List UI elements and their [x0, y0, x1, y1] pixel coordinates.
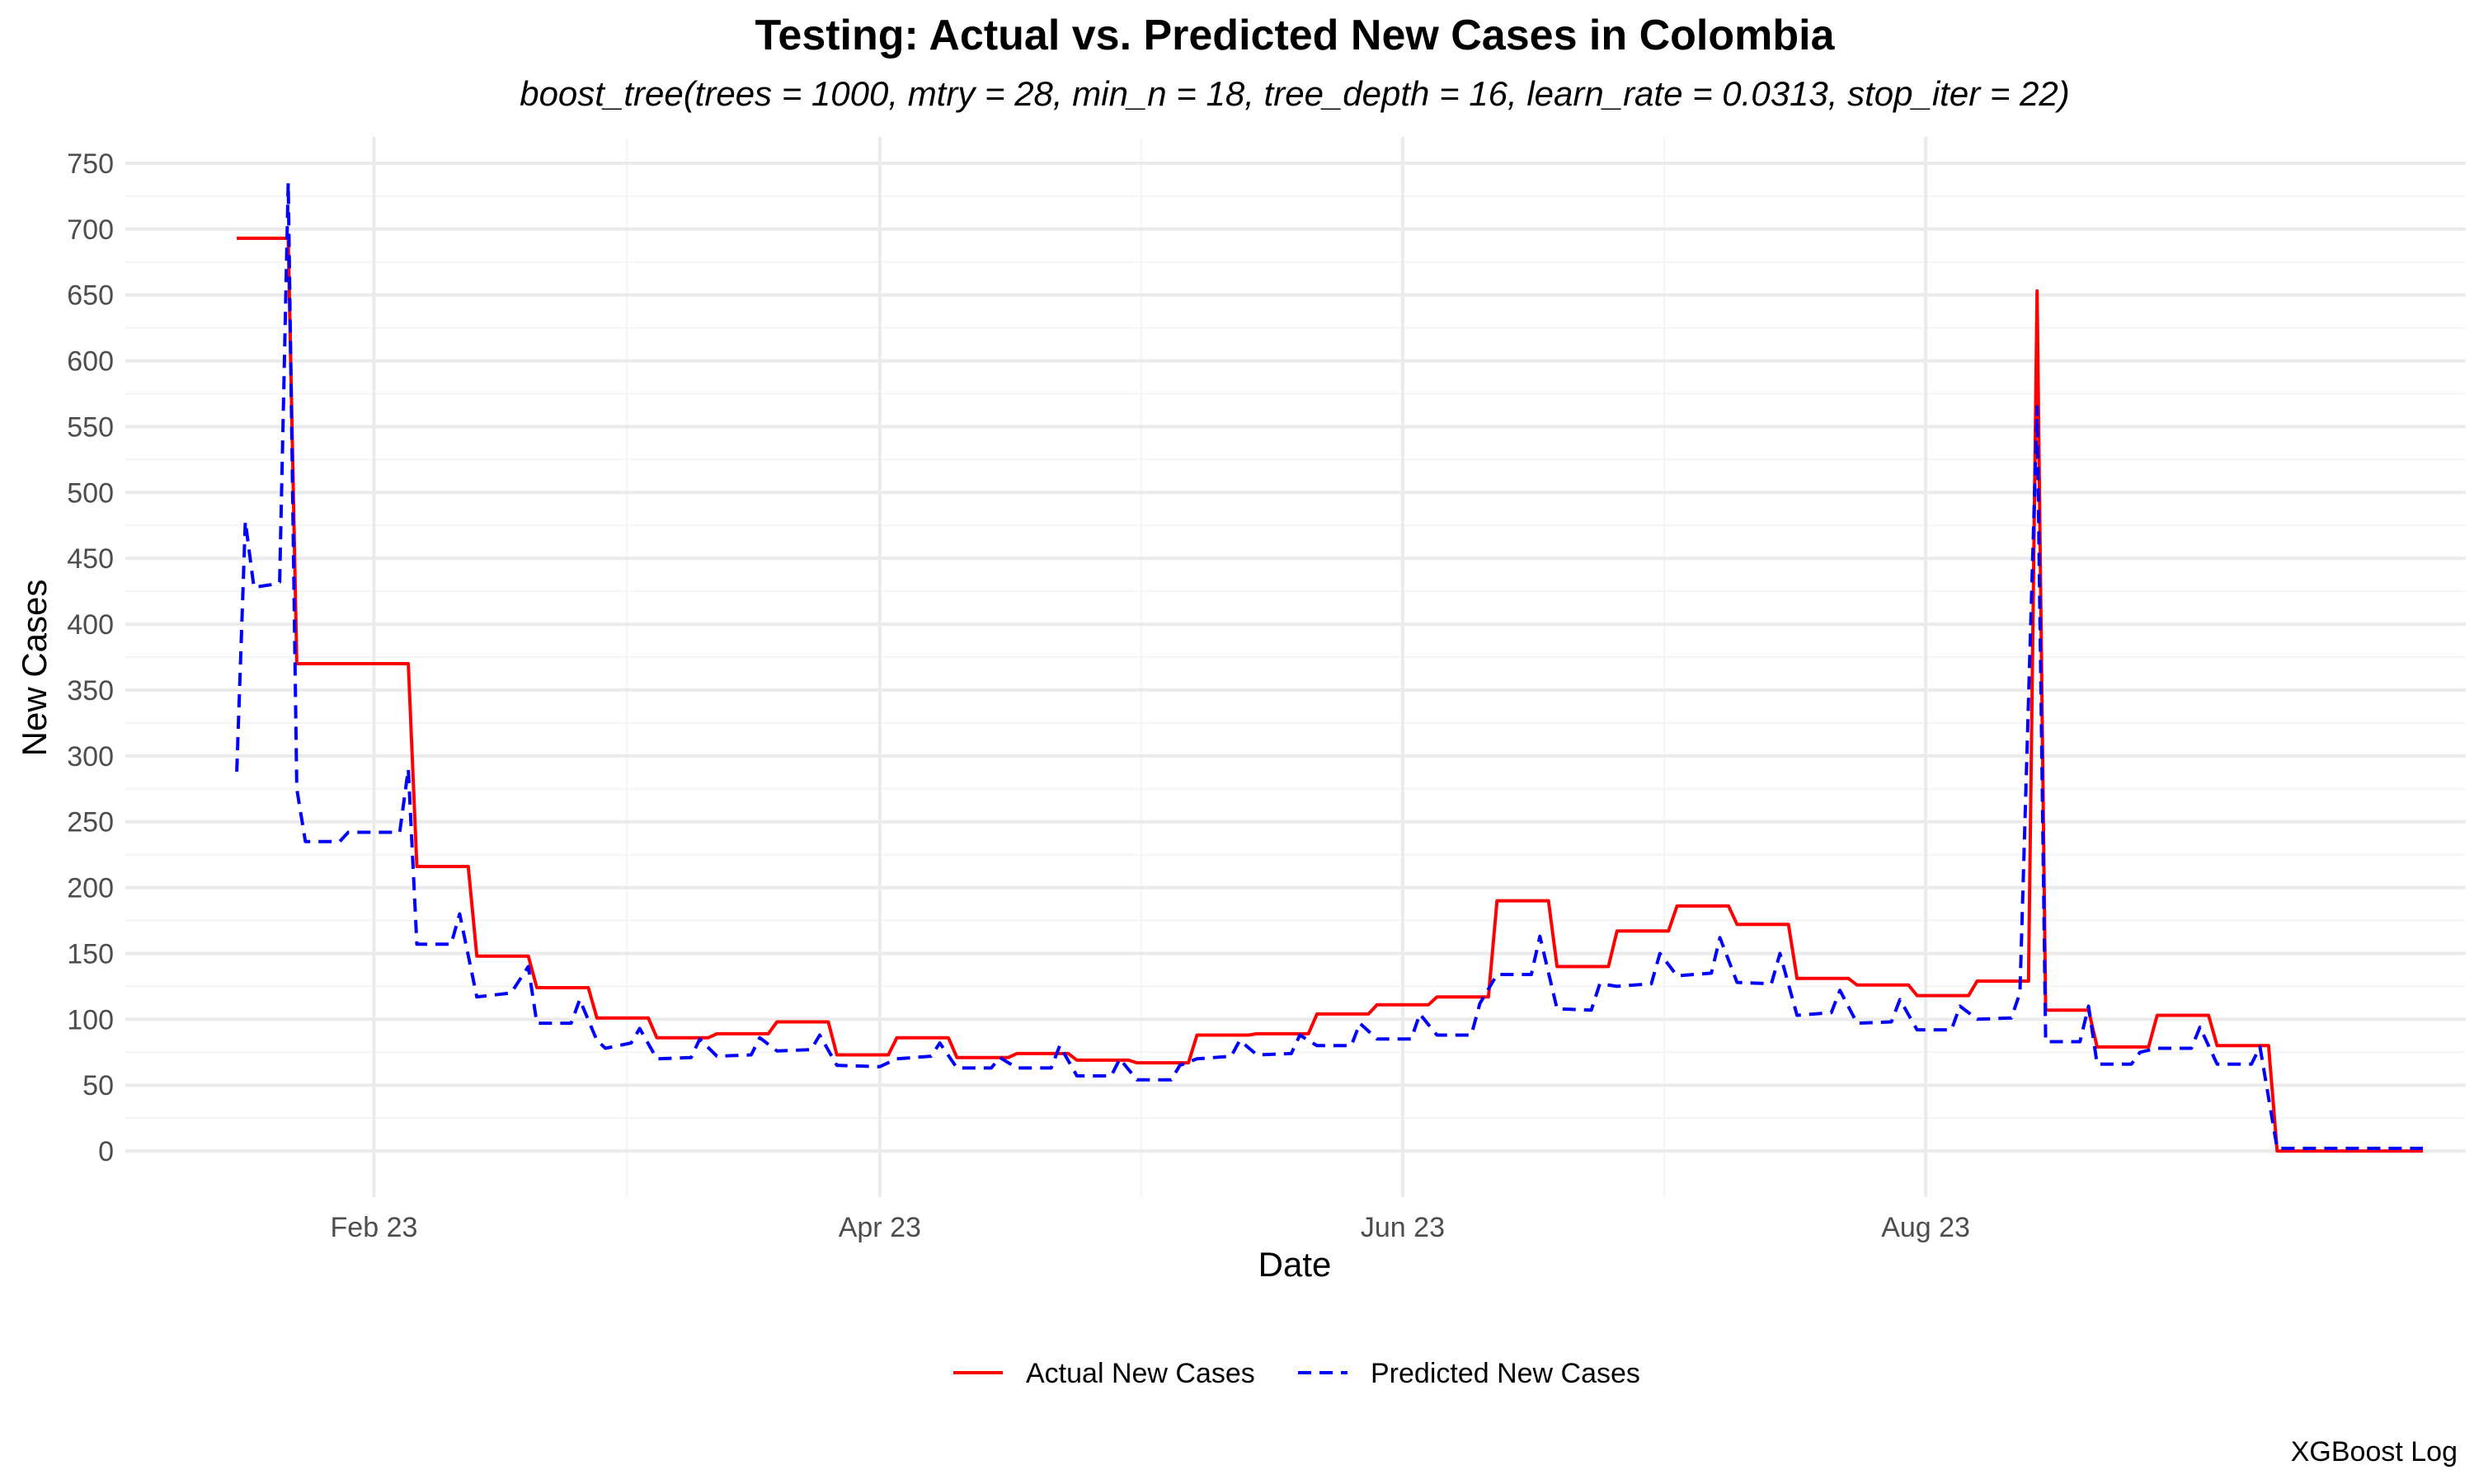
y-tick-label: 400	[67, 609, 114, 641]
x-axis-title: Date	[1258, 1245, 1332, 1284]
y-tick-label: 300	[67, 741, 114, 773]
legend: Actual New Cases Predicted New Cases	[953, 1358, 1640, 1389]
y-tick-label: 50	[82, 1070, 114, 1101]
y-tick-label: 500	[67, 477, 114, 509]
y-tick-label: 200	[67, 873, 114, 904]
chart-subtitle: boost_tree(trees = 1000, mtry = 28, min_…	[520, 74, 2070, 113]
y-tick-label: 0	[98, 1136, 114, 1167]
series-lines	[235, 181, 2423, 1153]
series-line-predicted	[235, 181, 2423, 1150]
y-tick-label: 100	[67, 1004, 114, 1036]
y-tick-label: 150	[67, 938, 114, 970]
y-tick-label: 600	[67, 346, 114, 378]
plot-panel	[125, 137, 2466, 1197]
x-tick-label: Aug 23	[1881, 1212, 1970, 1243]
x-tick-label: Jun 23	[1361, 1212, 1445, 1243]
chart-caption: XGBoost Log	[2291, 1436, 2458, 1468]
y-tick-label: 550	[67, 411, 114, 443]
y-tick-label: 750	[67, 148, 114, 180]
y-tick-label: 650	[67, 280, 114, 312]
y-axis-title: New Cases	[15, 580, 54, 757]
gridlines	[125, 137, 2466, 1197]
x-tick-label: Feb 23	[331, 1212, 418, 1243]
chart-title: Testing: Actual vs. Predicted New Cases …	[755, 12, 1836, 59]
y-tick-label: 250	[67, 807, 114, 838]
x-axis-ticks: Feb 23 Apr 23 Jun 23 Aug 23	[331, 1212, 1970, 1243]
legend-label-predicted: Predicted New Cases	[1371, 1358, 1640, 1389]
series-line-actual	[237, 237, 2423, 1153]
x-tick-label: Apr 23	[839, 1212, 921, 1243]
y-tick-label: 700	[67, 214, 114, 246]
y-tick-label: 350	[67, 675, 114, 707]
legend-label-actual: Actual New Cases	[1026, 1358, 1255, 1389]
y-tick-label: 450	[67, 543, 114, 575]
y-axis-ticks: 0 50 100 150 200 250 300 350 400 450 500 550 600 650 7…	[67, 148, 114, 1167]
